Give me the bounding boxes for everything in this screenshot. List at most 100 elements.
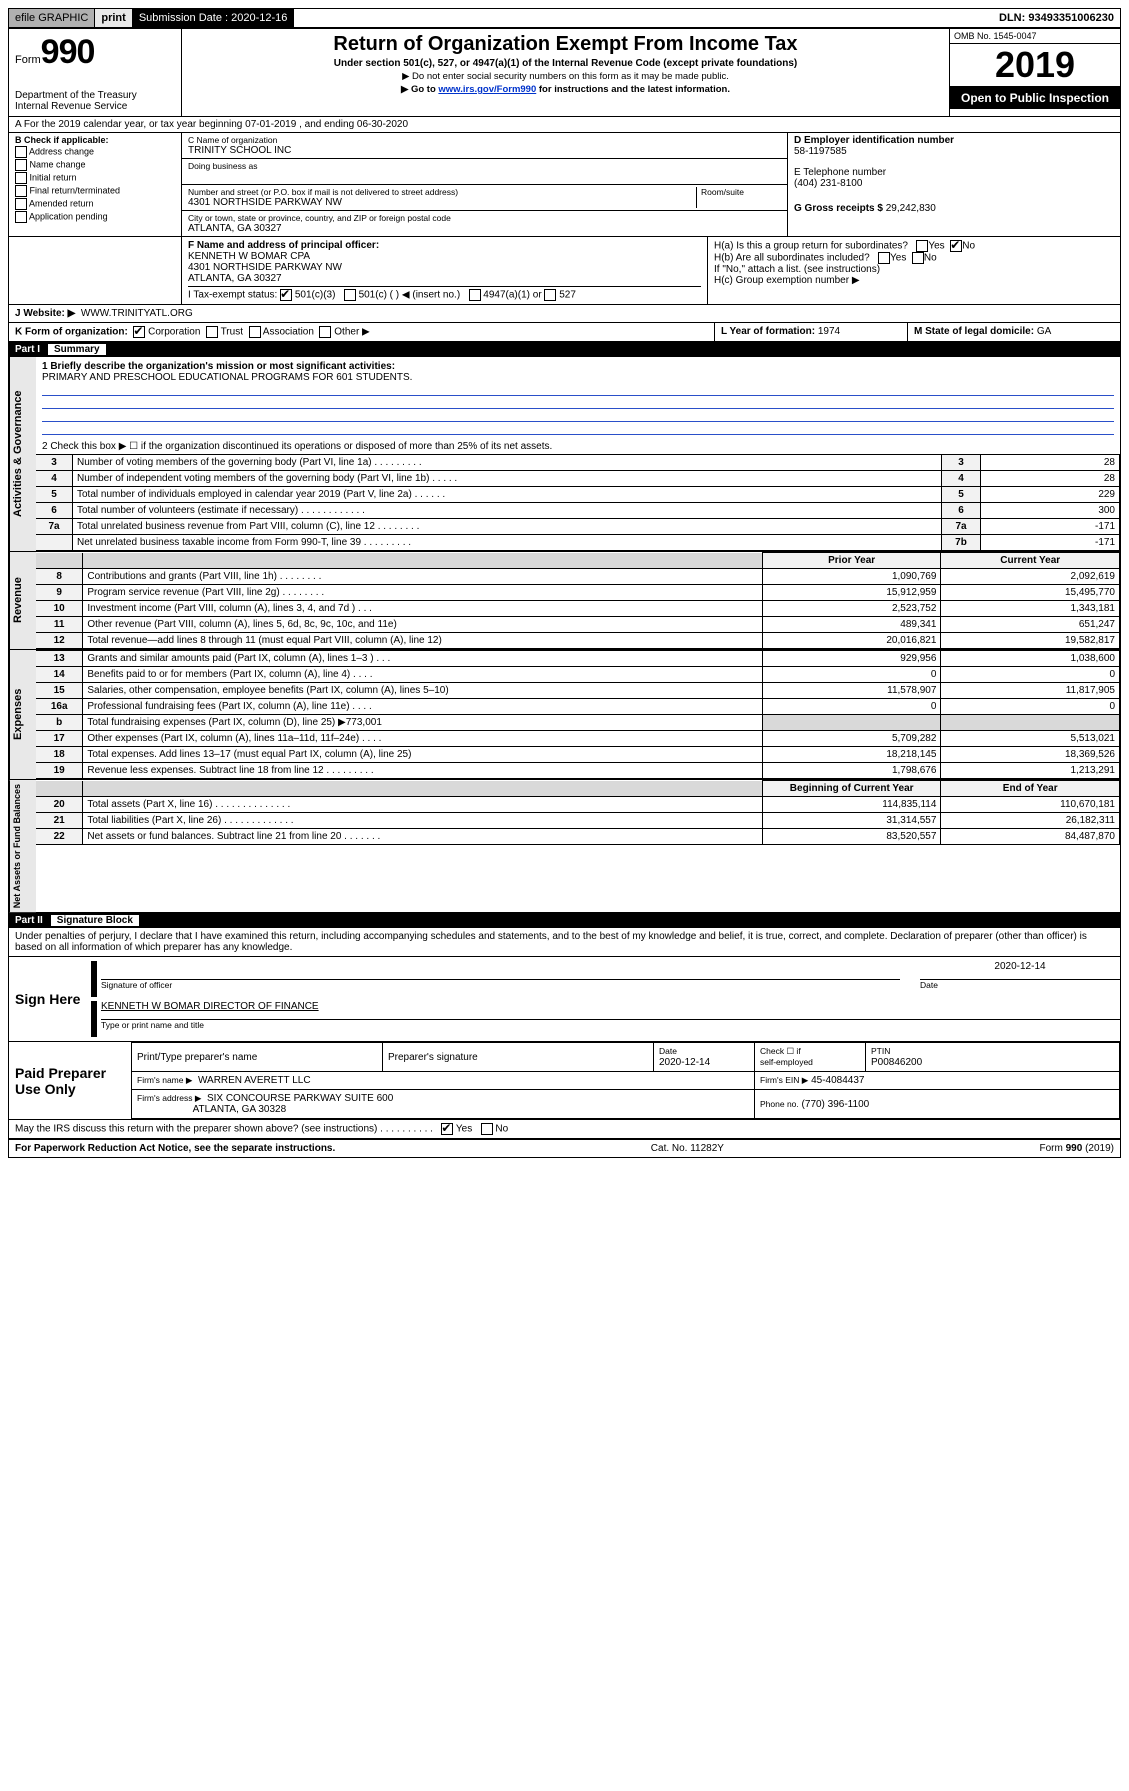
current-value: 1,213,291 <box>941 763 1120 779</box>
table-row: Net unrelated business taxable income fr… <box>36 535 1120 551</box>
prior-value: 83,520,557 <box>762 829 941 845</box>
table-row: 20Total assets (Part X, line 16) . . . .… <box>36 797 1120 813</box>
cb-assoc[interactable] <box>249 326 261 338</box>
cb-corp[interactable] <box>133 326 145 338</box>
header-left: Form990 Department of the Treasury Inter… <box>9 29 182 116</box>
firm-name: WARREN AVERETT LLC <box>198 1075 311 1086</box>
cb-trust[interactable] <box>206 326 218 338</box>
phone-value: (404) 231-8100 <box>794 178 1114 189</box>
form-990: Form990 Department of the Treasury Inter… <box>8 28 1121 1158</box>
cb-4947[interactable] <box>469 289 481 301</box>
prior-value: 0 <box>762 667 941 683</box>
current-value: 15,495,770 <box>941 585 1120 601</box>
cb-initial-return[interactable]: Initial return <box>15 172 175 184</box>
line-a-tax-year: A For the 2019 calendar year, or tax yea… <box>9 117 1120 133</box>
print-button[interactable]: print <box>95 9 132 27</box>
street-address: 4301 NORTHSIDE PARKWAY NW <box>188 197 696 208</box>
cb-501c3[interactable] <box>280 289 292 301</box>
officer-signature-line[interactable] <box>101 961 900 980</box>
cb-name-lbl: Name change <box>30 159 86 169</box>
prior-value: 18,218,145 <box>762 747 941 763</box>
line-desc: Total revenue—add lines 8 through 11 (mu… <box>83 633 763 649</box>
line-desc: Total fundraising expenses (Part IX, col… <box>83 715 763 731</box>
cb-init-lbl: Initial return <box>30 172 77 182</box>
sig-date-label: Date <box>920 980 1120 990</box>
cb-hb-no[interactable] <box>912 252 924 264</box>
cb-hb-yes[interactable] <box>878 252 890 264</box>
firm-name-cell: Firm's name ▶ WARREN AVERETT LLC <box>132 1072 755 1090</box>
cb-ha-yes[interactable] <box>916 240 928 252</box>
cb-amend-lbl: Amended return <box>29 198 94 208</box>
current-value: 110,670,181 <box>941 797 1120 813</box>
form-note-1: ▶ Do not enter social security numbers o… <box>188 71 943 82</box>
tax-status-label: I Tax-exempt status: <box>188 290 277 301</box>
current-value: 18,369,526 <box>941 747 1120 763</box>
open-to-public: Open to Public Inspection <box>950 87 1120 109</box>
line-num: 4 <box>36 471 73 487</box>
address-cell: Number and street (or P.O. box if mail i… <box>182 185 787 211</box>
officer-label: F Name and address of principal officer: <box>188 240 701 251</box>
cb-name-change[interactable]: Name change <box>15 159 175 171</box>
box-c: C Name of organization TRINITY SCHOOL IN… <box>182 133 787 236</box>
prior-value: 0 <box>762 699 941 715</box>
prior-value: 929,956 <box>762 651 941 667</box>
section-revenue: Revenue Prior Year Current Year 8Contrib… <box>9 552 1120 650</box>
table-row: 18Total expenses. Add lines 13–17 (must … <box>36 747 1120 763</box>
website-value: WWW.TRINITYATL.ORG <box>81 308 193 319</box>
line-value: -171 <box>981 519 1120 535</box>
line-box: 4 <box>942 471 981 487</box>
prior-value: 114,835,114 <box>762 797 941 813</box>
prior-value: 5,709,282 <box>762 731 941 747</box>
org-name: TRINITY SCHOOL INC <box>188 145 781 156</box>
cb-final-return[interactable]: Final return/terminated <box>15 185 175 197</box>
lbl-trust: Trust <box>221 327 243 338</box>
line-desc: Net unrelated business taxable income fr… <box>73 535 942 551</box>
cb-discuss-no[interactable] <box>481 1123 493 1135</box>
type-name-label: Type or print name and title <box>101 1020 1120 1030</box>
line-desc: Total assets (Part X, line 16) . . . . .… <box>83 797 763 813</box>
col-end-of-year: End of Year <box>941 781 1120 797</box>
firm-ein-cell: Firm's EIN ▶ 45-4084437 <box>755 1072 1120 1090</box>
cb-amended-return[interactable]: Amended return <box>15 198 175 210</box>
form-num-big: 990 <box>41 33 95 71</box>
cb-other[interactable] <box>319 326 331 338</box>
row-k-l-m: K Form of organization: Corporation Trus… <box>9 323 1120 342</box>
cb-address-change[interactable]: Address change <box>15 146 175 158</box>
line-num: 10 <box>36 601 83 617</box>
cb-ha-no[interactable] <box>950 240 962 252</box>
governance-table: 3Number of voting members of the governi… <box>36 454 1120 551</box>
hb-no: No <box>924 253 937 264</box>
box-l: L Year of formation: 1974 <box>715 323 908 341</box>
ein-label: D Employer identification number <box>794 135 1114 146</box>
form-footer: For Paperwork Reduction Act Notice, see … <box>9 1140 1120 1157</box>
firm-ein: 45-4084437 <box>811 1075 864 1086</box>
pra-notice: For Paperwork Reduction Act Notice, see … <box>15 1143 335 1154</box>
h-c-label: H(c) Group exemption number ▶ <box>714 275 1114 286</box>
box-i: I Tax-exempt status: 501(c)(3) 501(c) ( … <box>188 286 701 301</box>
col-beginning: Beginning of Current Year <box>762 781 941 797</box>
discuss-row: May the IRS discuss this return with the… <box>9 1120 1120 1140</box>
tab-expenses: Expenses <box>9 650 36 779</box>
discuss-label: May the IRS discuss this return with the… <box>15 1124 433 1135</box>
tab-revenue: Revenue <box>9 552 36 649</box>
line-desc: Total number of individuals employed in … <box>73 487 942 503</box>
form990-link[interactable]: www.irs.gov/Form990 <box>438 84 536 95</box>
cb-application-pending[interactable]: Application pending <box>15 211 175 223</box>
efile-label: efile GRAPHIC <box>9 9 95 27</box>
cb-discuss-yes[interactable] <box>441 1123 453 1135</box>
firm-addr1: SIX CONCOURSE PARKWAY SUITE 600 <box>207 1093 393 1104</box>
cb-501c[interactable] <box>344 289 356 301</box>
line-desc: Total number of volunteers (estimate if … <box>73 503 942 519</box>
governance-body: 1 Briefly describe the organization's mi… <box>36 357 1120 551</box>
current-value: 651,247 <box>941 617 1120 633</box>
col-prior-year: Prior Year <box>762 553 941 569</box>
hdr-preparer-sig: Preparer's signature <box>383 1043 654 1072</box>
ein-value: 58-1197585 <box>794 146 1114 157</box>
firm-addr2: ATLANTA, GA 30328 <box>193 1104 287 1115</box>
revenue-header-row: Prior Year Current Year <box>36 553 1120 569</box>
cb-app-lbl: Application pending <box>29 211 108 221</box>
line-desc: Total expenses. Add lines 13–17 (must eq… <box>83 747 763 763</box>
cb-527[interactable] <box>544 289 556 301</box>
line-desc: Other revenue (Part VIII, column (A), li… <box>83 617 763 633</box>
current-value: 19,582,817 <box>941 633 1120 649</box>
